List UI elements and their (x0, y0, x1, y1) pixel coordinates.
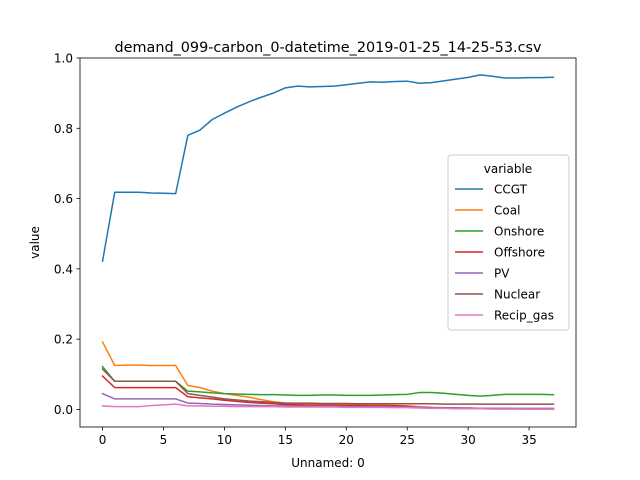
y-tick-label: 1.0 (54, 52, 73, 66)
y-axis-label: value (28, 226, 42, 259)
legend-label-nuclear: Nuclear (494, 288, 540, 302)
series-line-recip-gas (101, 403, 555, 410)
axes-frame (79, 57, 577, 428)
y-tick-label: 0.0 (54, 403, 73, 417)
x-tick-label: 25 (400, 433, 415, 447)
x-tick-label: 10 (217, 433, 232, 447)
y-tick-label: 0.4 (54, 262, 73, 276)
x-tick-label: 5 (160, 433, 168, 447)
series-line-nuclear (101, 367, 555, 405)
legend-label-onshore: Onshore (494, 225, 544, 239)
legend: variable CCGT Coal Onshore Offshore PV Nuclea… (447, 154, 570, 331)
x-tick-label: 35 (521, 433, 536, 447)
y-tick-label: 0.6 (54, 192, 73, 206)
y-axis: 0.0 0.2 0.4 0.6 0.8 1.0 (54, 52, 80, 417)
x-axis-label: Unnamed: 0 (291, 456, 365, 470)
y-tick-label: 0.8 (54, 122, 73, 136)
legend-label-offshore: Offshore (494, 246, 545, 260)
y-tick-label: 0.2 (54, 333, 73, 347)
x-axis: 0 5 10 15 20 25 30 35 (99, 427, 537, 447)
x-tick-label: 15 (278, 433, 293, 447)
legend-title: variable (484, 162, 532, 176)
series-group (101, 74, 555, 410)
chart-title: demand_099-carbon_0-datetime_2019-01-25_… (115, 40, 542, 56)
plot-area (79, 57, 577, 428)
legend-label-pv: PV (494, 267, 510, 281)
legend-label-recip-gas: Recip_gas (494, 309, 554, 323)
legend-box (447, 154, 570, 331)
x-tick-label: 0 (99, 433, 107, 447)
x-tick-label: 30 (461, 433, 476, 447)
series-line-ccgt (101, 74, 555, 262)
legend-label-coal: Coal (494, 204, 520, 218)
legend-label-ccgt: CCGT (494, 183, 528, 197)
x-tick-label: 20 (339, 433, 354, 447)
legend-entries: CCGT Coal Onshore Offshore PV Nuclear Recip_ga… (455, 183, 554, 323)
